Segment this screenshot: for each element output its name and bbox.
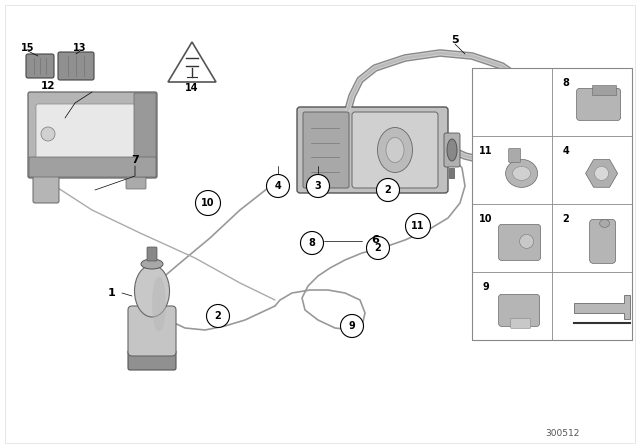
Text: 2: 2	[385, 185, 392, 195]
Circle shape	[195, 190, 221, 215]
Ellipse shape	[378, 128, 413, 172]
Circle shape	[266, 175, 289, 198]
FancyBboxPatch shape	[511, 319, 531, 328]
Ellipse shape	[134, 265, 170, 317]
Circle shape	[307, 175, 330, 198]
FancyBboxPatch shape	[58, 52, 94, 80]
Text: 10: 10	[479, 214, 493, 224]
Circle shape	[301, 232, 323, 254]
FancyBboxPatch shape	[126, 172, 146, 189]
Text: 6: 6	[371, 235, 379, 245]
Text: 9: 9	[483, 282, 490, 292]
Text: 2: 2	[214, 311, 221, 321]
Circle shape	[207, 305, 230, 327]
Ellipse shape	[513, 166, 531, 181]
FancyBboxPatch shape	[352, 112, 438, 188]
FancyBboxPatch shape	[303, 112, 349, 188]
Text: 3: 3	[315, 181, 321, 191]
FancyBboxPatch shape	[147, 247, 157, 261]
Text: 13: 13	[73, 43, 87, 53]
Bar	[472, 68, 632, 340]
Text: 11: 11	[412, 221, 425, 231]
Circle shape	[595, 166, 609, 181]
Text: 15: 15	[21, 43, 35, 53]
Bar	[449, 168, 454, 178]
Text: 300512: 300512	[545, 429, 579, 438]
FancyBboxPatch shape	[589, 220, 616, 263]
FancyBboxPatch shape	[28, 92, 157, 178]
Text: 11: 11	[479, 146, 493, 156]
Circle shape	[367, 237, 390, 259]
Text: 2: 2	[563, 214, 570, 224]
FancyBboxPatch shape	[36, 104, 135, 170]
Ellipse shape	[141, 259, 163, 269]
Text: 5: 5	[451, 35, 459, 45]
Text: 10: 10	[201, 198, 215, 208]
Circle shape	[376, 178, 399, 202]
Ellipse shape	[600, 220, 610, 228]
Text: 1: 1	[108, 288, 116, 298]
FancyBboxPatch shape	[297, 107, 448, 193]
FancyBboxPatch shape	[509, 148, 520, 162]
FancyBboxPatch shape	[499, 224, 541, 260]
Ellipse shape	[506, 159, 538, 187]
Text: 9: 9	[349, 321, 355, 331]
Text: 12: 12	[41, 81, 55, 91]
Text: 4: 4	[275, 181, 282, 191]
FancyBboxPatch shape	[444, 133, 460, 167]
Ellipse shape	[386, 138, 404, 163]
Text: 2: 2	[374, 243, 381, 253]
Ellipse shape	[447, 139, 457, 161]
FancyBboxPatch shape	[128, 350, 176, 370]
Polygon shape	[573, 295, 630, 319]
Polygon shape	[586, 159, 618, 187]
Circle shape	[41, 127, 55, 141]
FancyBboxPatch shape	[26, 54, 54, 78]
Text: 8: 8	[308, 238, 316, 248]
Circle shape	[340, 314, 364, 337]
Text: 14: 14	[185, 83, 199, 93]
Text: 7: 7	[131, 155, 139, 165]
Polygon shape	[168, 42, 216, 82]
Circle shape	[520, 234, 534, 248]
Circle shape	[406, 214, 431, 238]
FancyBboxPatch shape	[33, 171, 59, 203]
Text: 4: 4	[563, 146, 570, 156]
FancyBboxPatch shape	[499, 294, 540, 327]
FancyBboxPatch shape	[577, 88, 621, 121]
FancyBboxPatch shape	[128, 306, 176, 356]
FancyBboxPatch shape	[29, 157, 156, 177]
FancyBboxPatch shape	[134, 93, 156, 177]
Bar	[591, 86, 616, 95]
Ellipse shape	[152, 276, 166, 332]
Text: 8: 8	[563, 78, 570, 88]
